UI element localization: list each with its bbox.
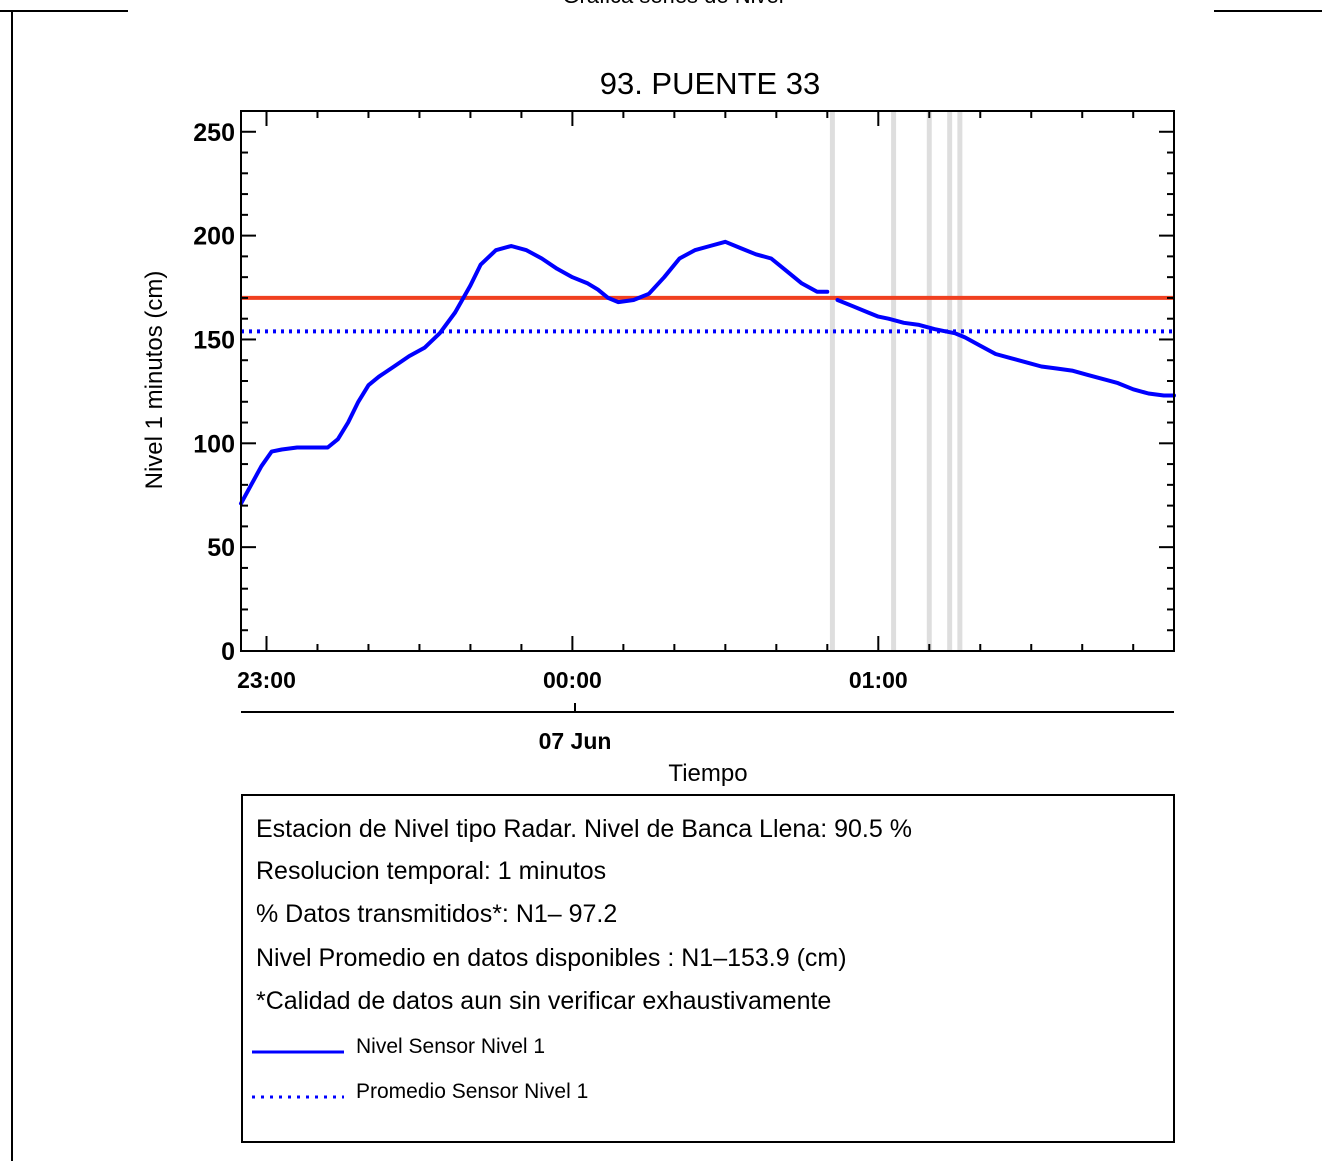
y-tick-labels: 0 50 100 150 200 250 <box>193 119 235 666</box>
series-line-2 <box>835 298 1176 398</box>
y-tick-label-100: 100 <box>193 430 235 458</box>
info-line-calidad: *Calidad de datos aun sin verificar exha… <box>256 987 831 1015</box>
info-line-datos: % Datos transmitidos*: N1– 97.2 <box>256 900 617 928</box>
x-tick-labels: 23:00 00:00 01:00 <box>237 667 908 693</box>
info-box <box>241 794 1175 1143</box>
x-tick-label-0100: 01:00 <box>849 667 908 693</box>
x-tick-label-0000: 00:00 <box>543 667 602 693</box>
reference-lines <box>241 295 1174 334</box>
series-line-1 <box>239 239 830 506</box>
chart-title: 93. PUENTE 33 <box>600 66 821 101</box>
info-line-promedio: Nivel Promedio en datos disponibles : N1… <box>256 944 847 972</box>
y-tick-label-150: 150 <box>193 326 235 354</box>
x-tick-label-2300: 23:00 <box>237 667 296 693</box>
info-line-resolucion: Resolucion temporal: 1 minutos <box>256 857 606 885</box>
y-tick-label-50: 50 <box>207 534 235 562</box>
plot-frame <box>240 110 1175 652</box>
y-tick-label-250: 250 <box>193 119 235 147</box>
axis-ticks <box>241 110 1174 652</box>
gap-bands <box>829 111 963 651</box>
header-title: Grafica series de Nivel <box>562 0 783 8</box>
x-axis-label: Tiempo <box>668 760 747 787</box>
info-line-banca: Estacion de Nivel tipo Radar. Nivel de B… <box>256 815 912 843</box>
series-lines <box>239 239 1176 506</box>
date-label: 07 Jun <box>539 728 612 754</box>
legend-label-nivel: Nivel Sensor Nivel 1 <box>356 1035 545 1058</box>
y-axis-label: Nivel 1 minutos (cm) <box>141 271 168 490</box>
y-tick-label-200: 200 <box>193 223 235 251</box>
legend-label-promedio: Promedio Sensor Nivel 1 <box>356 1080 588 1103</box>
y-tick-label-0: 0 <box>221 638 235 666</box>
